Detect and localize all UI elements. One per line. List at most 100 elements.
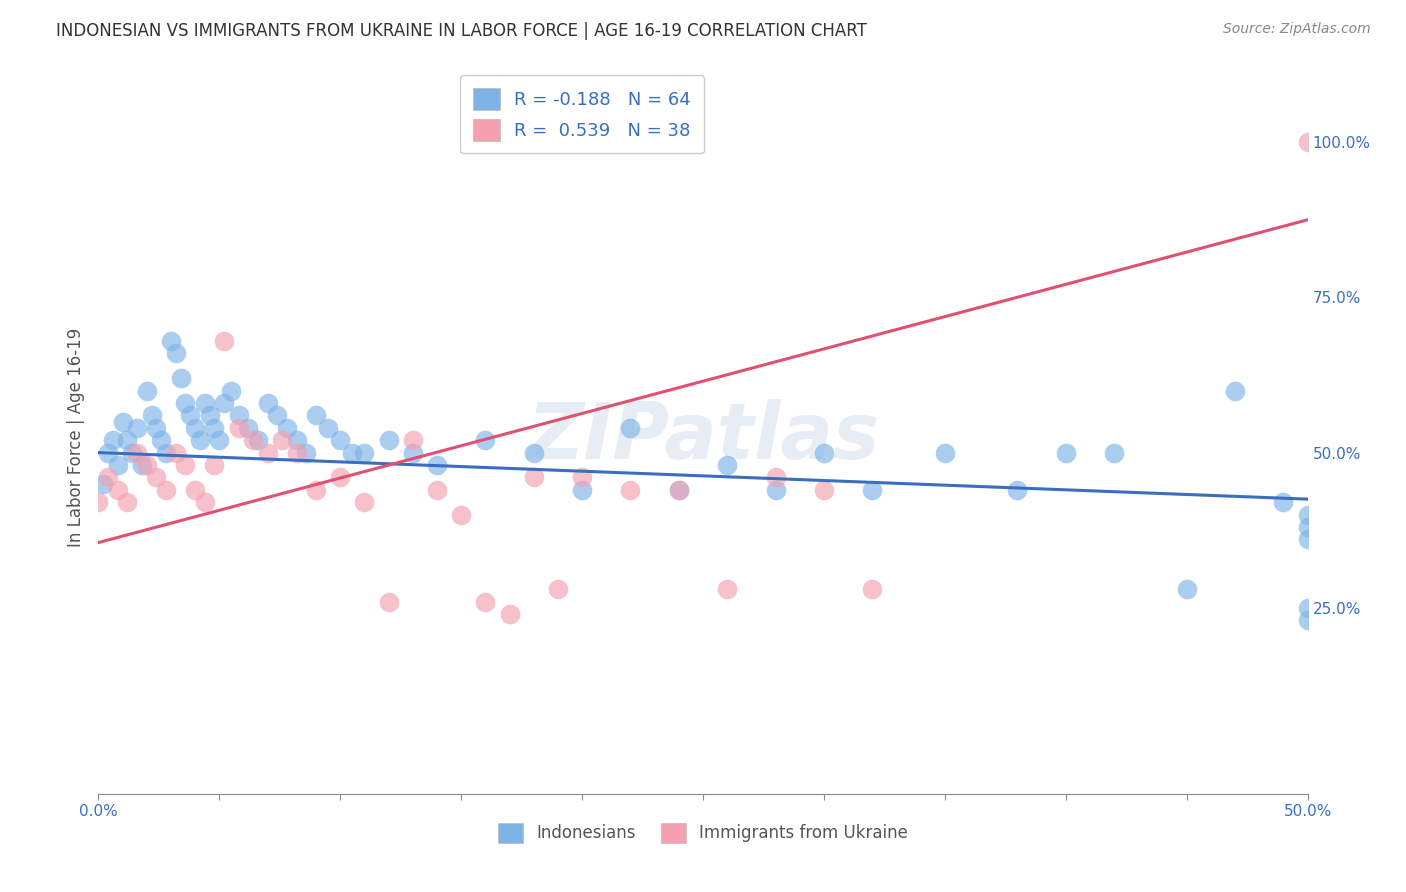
Point: [305, 483, 328, 497]
Point: [353, 445, 375, 459]
Point: [247, 433, 270, 447]
Point: [107, 458, 129, 472]
Point: [547, 582, 569, 596]
Point: [305, 409, 328, 423]
Point: [194, 495, 217, 509]
Point: [813, 445, 835, 459]
Point: [101, 433, 124, 447]
Point: [523, 470, 546, 484]
Point: [97, 470, 120, 484]
Text: Source: ZipAtlas.com: Source: ZipAtlas.com: [1223, 22, 1371, 37]
Point: [813, 483, 835, 497]
Point: [716, 458, 738, 472]
Point: [91, 476, 114, 491]
Point: [145, 470, 167, 484]
Point: [329, 470, 352, 484]
Point: [377, 433, 399, 447]
Point: [165, 445, 187, 459]
Point: [860, 582, 883, 596]
Point: [169, 371, 191, 385]
Point: [329, 433, 352, 447]
Point: [1296, 613, 1319, 627]
Point: [271, 433, 294, 447]
Point: [316, 421, 339, 435]
Point: [1007, 483, 1029, 497]
Point: [619, 421, 641, 435]
Text: INDONESIAN VS IMMIGRANTS FROM UKRAINE IN LABOR FORCE | AGE 16-19 CORRELATION CHA: INDONESIAN VS IMMIGRANTS FROM UKRAINE IN…: [56, 22, 868, 40]
Point: [523, 445, 546, 459]
Point: [212, 334, 235, 348]
Point: [1175, 582, 1198, 596]
Point: [1296, 600, 1319, 615]
Point: [1102, 445, 1125, 459]
Point: [1296, 533, 1319, 547]
Legend: Indonesians, Immigrants from Ukraine: Indonesians, Immigrants from Ukraine: [491, 816, 915, 850]
Point: [426, 458, 449, 472]
Point: [1296, 508, 1319, 522]
Point: [571, 470, 593, 484]
Point: [135, 458, 157, 472]
Point: [194, 396, 217, 410]
Point: [1296, 520, 1319, 534]
Point: [426, 483, 449, 497]
Point: [87, 495, 110, 509]
Point: [242, 433, 264, 447]
Point: [402, 433, 425, 447]
Point: [174, 458, 197, 472]
Point: [765, 483, 787, 497]
Point: [204, 421, 226, 435]
Point: [285, 433, 308, 447]
Point: [1296, 136, 1319, 150]
Point: [204, 458, 226, 472]
Point: [117, 495, 139, 509]
Point: [160, 334, 183, 348]
Point: [1272, 495, 1295, 509]
Point: [97, 445, 120, 459]
Point: [276, 421, 298, 435]
Point: [127, 445, 149, 459]
Point: [295, 445, 318, 459]
Point: [668, 483, 690, 497]
Point: [256, 396, 278, 410]
Point: [474, 433, 496, 447]
Point: [571, 483, 593, 497]
Point: [474, 594, 496, 608]
Point: [198, 409, 221, 423]
Point: [402, 445, 425, 459]
Point: [179, 409, 201, 423]
Point: [131, 458, 153, 472]
Point: [668, 483, 690, 497]
Point: [228, 409, 250, 423]
Point: [155, 483, 177, 497]
Point: [135, 384, 157, 398]
Y-axis label: In Labor Force | Age 16-19: In Labor Force | Age 16-19: [66, 327, 84, 547]
Point: [155, 445, 177, 459]
Point: [117, 433, 139, 447]
Point: [377, 594, 399, 608]
Point: [228, 421, 250, 435]
Point: [141, 409, 163, 423]
Point: [256, 445, 278, 459]
Point: [1223, 384, 1246, 398]
Point: [353, 495, 375, 509]
Point: [765, 470, 787, 484]
Point: [208, 433, 231, 447]
Point: [184, 421, 207, 435]
Point: [145, 421, 167, 435]
Point: [121, 445, 143, 459]
Point: [934, 445, 956, 459]
Point: [111, 415, 134, 429]
Point: [285, 445, 308, 459]
Point: [221, 384, 243, 398]
Point: [716, 582, 738, 596]
Point: [619, 483, 641, 497]
Point: [238, 421, 260, 435]
Point: [184, 483, 207, 497]
Point: [1054, 445, 1077, 459]
Point: [342, 445, 364, 459]
Point: [165, 346, 187, 360]
Point: [188, 433, 211, 447]
Point: [266, 409, 288, 423]
Point: [212, 396, 235, 410]
Text: ZIPatlas: ZIPatlas: [527, 399, 879, 475]
